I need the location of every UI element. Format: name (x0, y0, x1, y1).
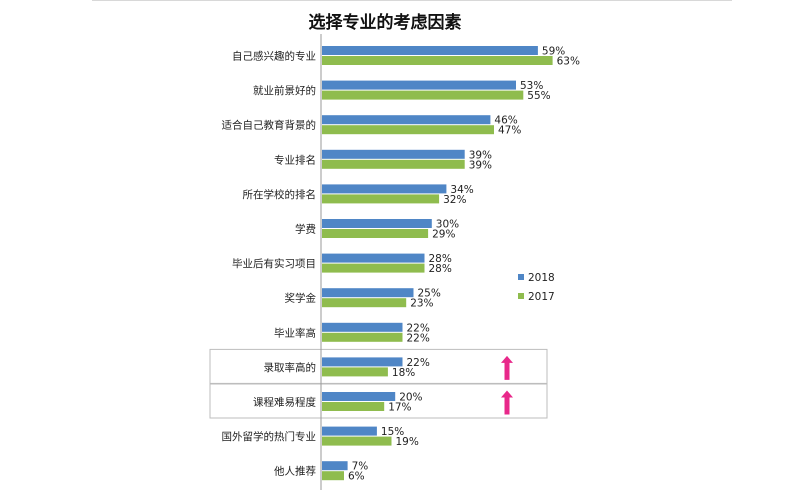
bar-2018 (322, 149, 465, 159)
bar-2017 (322, 229, 429, 238)
bar-2018 (322, 322, 403, 332)
bar-2017 (322, 90, 524, 100)
bar-2018 (322, 219, 432, 228)
up-arrow-icon (501, 390, 513, 415)
bar-2017 (322, 125, 494, 135)
category-label: 就业前景好的 (253, 84, 316, 97)
bar-2017 (322, 194, 440, 204)
data-label: 18% (392, 367, 415, 379)
bar-2017 (322, 263, 425, 273)
data-label: 22% (407, 332, 430, 344)
bar-2018 (322, 253, 425, 263)
data-label: 28% (429, 253, 452, 265)
data-label: 22% (407, 322, 430, 334)
data-label: 19% (396, 436, 419, 448)
highlight-box (209, 383, 548, 419)
data-label: 59% (542, 46, 565, 58)
chart-title: 选择专业的考虑因素 (308, 13, 462, 33)
data-label: 15% (381, 426, 404, 438)
data-label: 20% (399, 392, 422, 404)
category-label: 学费 (295, 223, 316, 236)
data-label: 39% (469, 149, 492, 161)
bar-2017 (322, 159, 465, 169)
data-label: 46% (494, 115, 517, 127)
bar-2018 (322, 392, 396, 401)
bar-2017 (322, 56, 553, 65)
bar-2018 (322, 80, 516, 90)
bar-2017 (322, 402, 385, 411)
data-label: 55% (527, 90, 550, 102)
data-label: 39% (469, 159, 492, 171)
category-label: 奖学金 (285, 292, 317, 305)
highlight-box (209, 348, 548, 384)
bar-2018 (322, 357, 403, 367)
legend-swatch-2018 (518, 274, 524, 280)
bar-2018 (322, 184, 447, 194)
bar-2017 (322, 436, 392, 446)
bar-2017 (322, 298, 407, 308)
data-label: 25% (418, 288, 441, 300)
bar-2018 (322, 288, 414, 298)
legend-label: 2018 (528, 272, 555, 284)
data-label: 32% (443, 194, 466, 206)
category-label: 毕业后有实习项目 (232, 257, 316, 270)
data-label: 34% (450, 184, 473, 196)
category-label: 他人推荐 (274, 465, 316, 478)
data-label: 53% (520, 80, 543, 92)
data-label: 29% (432, 229, 455, 241)
category-label: 专业排名 (274, 153, 316, 166)
top-rule (92, 0, 732, 1)
data-label: 47% (498, 125, 521, 137)
legend-label: 2017 (528, 291, 555, 303)
bar-2018 (322, 461, 348, 471)
category-label: 国外留学的热门专业 (222, 430, 317, 443)
data-label: 6% (348, 471, 365, 483)
category-label: 自己感兴趣的专业 (232, 50, 316, 63)
data-label: 23% (410, 298, 433, 310)
up-arrow-icon (501, 355, 513, 380)
data-label: 7% (352, 461, 369, 473)
category-label: 录取率高的 (264, 361, 317, 374)
data-label: 17% (388, 402, 411, 414)
data-label: 63% (557, 56, 580, 68)
category-label: 课程难易程度 (253, 396, 316, 409)
category-label: 毕业率高 (274, 326, 316, 339)
bar-2018 (322, 426, 377, 436)
data-label: 28% (429, 263, 452, 275)
bar-2018 (322, 115, 491, 125)
data-label: 30% (436, 219, 459, 231)
legend-swatch-2017 (518, 293, 524, 299)
bar-2017 (322, 471, 344, 481)
category-label: 适合自己教育背景的 (222, 119, 317, 132)
category-label: 所在学校的排名 (243, 188, 317, 201)
bar-2017 (322, 332, 403, 342)
bar-2018 (322, 46, 538, 55)
bar-2017 (322, 367, 388, 377)
data-label: 22% (407, 357, 430, 369)
